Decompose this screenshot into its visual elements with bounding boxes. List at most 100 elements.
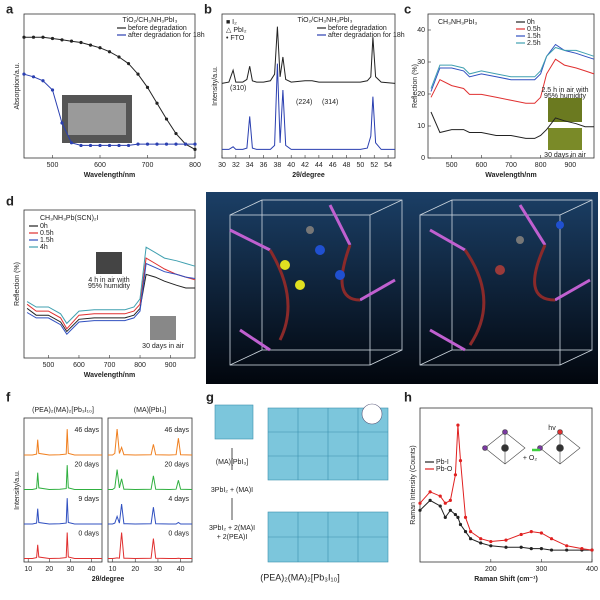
data-point xyxy=(31,35,36,39)
legend-label: 2.5h xyxy=(527,40,541,47)
data-point xyxy=(69,39,74,43)
data-point xyxy=(456,515,460,520)
data-point xyxy=(448,508,452,512)
series-label: 20 days xyxy=(74,461,99,468)
x-tick-label: 500 xyxy=(47,162,59,169)
data-point xyxy=(126,143,131,148)
x-tick-label: 20 xyxy=(45,566,53,573)
x-tick-label: 54 xyxy=(384,162,392,169)
x-tick-label: 500 xyxy=(446,162,458,169)
data-point xyxy=(463,515,468,520)
data-point xyxy=(50,88,55,92)
x-tick-label: 30 xyxy=(218,162,226,169)
data-point xyxy=(438,494,442,498)
data-point xyxy=(98,46,102,50)
inset-photo xyxy=(548,128,582,150)
series-line xyxy=(419,425,593,551)
x-tick-label: 900 xyxy=(165,362,177,369)
data-point xyxy=(164,117,169,121)
data-point xyxy=(155,101,159,105)
series-line xyxy=(430,58,595,104)
data-point xyxy=(418,501,422,505)
series-line xyxy=(24,498,102,525)
annotation: (224) xyxy=(296,99,312,106)
series-line xyxy=(108,429,193,456)
x-axis-label: Wavelength/nm xyxy=(84,172,135,179)
annotation: + O₂ xyxy=(523,455,537,462)
y-axis-label: Intensity/a.u. xyxy=(14,470,21,510)
data-point xyxy=(539,531,544,535)
chart-title: (PEA)₂(MA)₂[Pb₃I₁₀] xyxy=(32,407,94,414)
data-point xyxy=(136,142,140,146)
data-point xyxy=(453,473,458,477)
y-tick-label: 0 xyxy=(421,155,425,162)
annotation: △ PbI₂ xyxy=(226,27,247,34)
x-tick-label: 10 xyxy=(109,566,117,573)
chart-title: CH₃NH₃Pb(SCN)₂I xyxy=(40,215,99,222)
data-point xyxy=(479,541,483,545)
y-axis-label: Raman Intensity (Counts) xyxy=(410,445,417,524)
data-point xyxy=(60,121,64,125)
data-point xyxy=(31,75,36,79)
series-line xyxy=(24,429,102,456)
x-tick-label: 200 xyxy=(485,566,497,573)
inset-photo xyxy=(96,252,122,274)
x-axis-label: Wavelength/nm xyxy=(84,372,135,379)
x-tick-label: 10 xyxy=(24,566,32,573)
diagram-label: 3PbI₂ + 2(MA)I xyxy=(209,525,255,532)
annotation: 2.5 h in air with xyxy=(541,87,588,94)
x-tick-label: 700 xyxy=(142,162,154,169)
annotation: hv xyxy=(548,425,556,432)
data-point xyxy=(539,547,544,551)
inset-photo xyxy=(548,98,582,122)
chart-title: TiO₂/CH₃NH₃PbI₃ xyxy=(123,17,178,24)
legend-label: before degradation xyxy=(328,25,387,32)
annotation: 95% humidity xyxy=(544,93,587,100)
data-point xyxy=(50,36,55,41)
legend-label: after degradation for 18h xyxy=(328,32,405,39)
schematic xyxy=(482,429,581,465)
data-point xyxy=(88,43,93,47)
panel-label: g xyxy=(206,389,214,404)
annotation: • FTO xyxy=(226,35,245,42)
x-tick-label: 42 xyxy=(301,162,309,169)
data-point xyxy=(549,537,554,541)
panel-label: h xyxy=(404,389,412,404)
data-point xyxy=(428,498,432,502)
y-axis-label: Absorption/a.u. xyxy=(14,62,21,109)
data-point xyxy=(107,50,112,54)
data-point xyxy=(453,512,458,517)
chart-title: TiO₂/CH₃NH₃PbI₃ xyxy=(298,17,353,24)
x-tick-label: 30 xyxy=(66,566,74,573)
data-point xyxy=(565,544,569,548)
chart-title: CH₃NH₃PbI₃ xyxy=(438,19,477,26)
data-point xyxy=(443,515,447,520)
series-label: 9 days xyxy=(78,496,99,503)
diagram-label: (MA)[PbI₃] xyxy=(216,459,248,466)
x-tick-label: 32 xyxy=(232,162,240,169)
legend-label: 0.5h xyxy=(527,26,541,33)
series-label: 0 days xyxy=(78,530,99,537)
x-tick-label: 50 xyxy=(357,162,365,169)
data-point xyxy=(438,504,442,508)
x-tick-label: 52 xyxy=(370,162,378,169)
series-line xyxy=(26,246,196,325)
data-point xyxy=(22,72,26,76)
panel-label: f xyxy=(6,389,11,404)
data-point xyxy=(519,532,523,537)
data-point xyxy=(117,143,121,148)
annotation: ■ I₂ xyxy=(226,19,237,26)
data-point xyxy=(489,544,493,548)
data-point xyxy=(443,501,447,505)
series-label: 46 days xyxy=(74,427,99,434)
annotation: 95% humidity xyxy=(88,283,131,290)
x-tick-label: 600 xyxy=(94,162,106,169)
series-line xyxy=(430,111,594,139)
data-point xyxy=(519,545,523,549)
data-point xyxy=(145,142,150,146)
data-point xyxy=(107,143,112,148)
legend-label: 0h xyxy=(40,223,48,230)
annotation: 4 h in air with xyxy=(88,277,129,284)
data-point xyxy=(504,545,508,549)
